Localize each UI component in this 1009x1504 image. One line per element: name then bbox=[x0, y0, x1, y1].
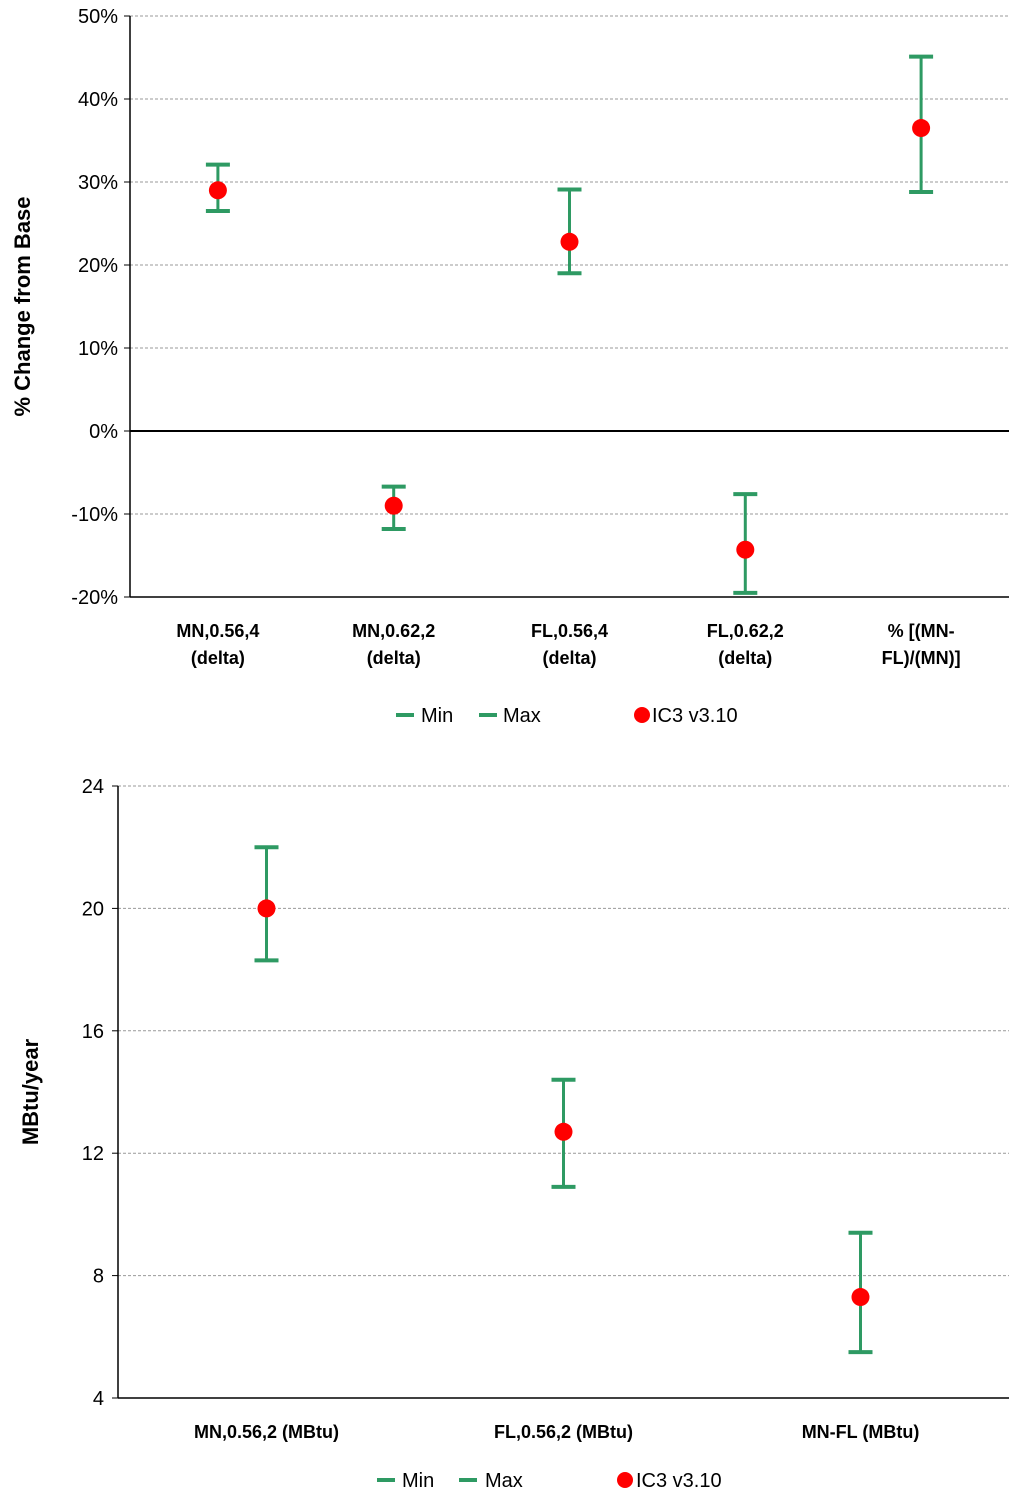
ic3-point bbox=[851, 1288, 870, 1307]
y-tick-label: 30% bbox=[78, 172, 118, 194]
x-category-label: FL,0.62,2 bbox=[707, 621, 784, 641]
chart-1: -20% -10% 0% 10% 20% 30% 40% 50% % Change from B… bbox=[10, 6, 1009, 727]
y-tick-label: 40% bbox=[78, 89, 118, 111]
ic3-point bbox=[736, 540, 755, 559]
legend-min-label: Min bbox=[421, 705, 453, 727]
legend-min-label: Min bbox=[402, 1470, 434, 1492]
ic3-point bbox=[208, 181, 227, 200]
x-category-label: FL,0.56,2 (MBtu) bbox=[494, 1422, 633, 1442]
y-tick-label: 24 bbox=[82, 776, 104, 798]
x-category-label: (delta) bbox=[718, 648, 772, 668]
legend-ic3-swatch bbox=[634, 707, 650, 723]
x-category-label: MN,0.56,4 bbox=[176, 621, 259, 641]
y-tick-label: 16 bbox=[82, 1021, 104, 1043]
x-category-label: FL,0.56,4 bbox=[531, 621, 608, 641]
chart-2: 4 8 12 16 20 24 MBtu/year MN,0.56,2 (MBtu) FL,0.… bbox=[18, 776, 1009, 1492]
ic3-point bbox=[257, 899, 276, 918]
x-category-label: MN-FL (MBtu) bbox=[802, 1422, 920, 1442]
x-category-label: (delta) bbox=[543, 648, 597, 668]
y-tick-label: 0% bbox=[89, 421, 118, 443]
x-category-label: MN,0.62,2 bbox=[352, 621, 435, 641]
legend-ic3-label: IC3 v3.10 bbox=[652, 705, 738, 727]
ic3-point bbox=[912, 119, 931, 138]
y-tick-label: 12 bbox=[82, 1143, 104, 1165]
legend-max-label: Max bbox=[503, 705, 541, 727]
y-tick-label: 8 bbox=[93, 1266, 104, 1288]
x-category-label: FL)/(MN)] bbox=[882, 648, 961, 668]
ic3-point bbox=[384, 496, 403, 515]
y-axis-label: MBtu/year bbox=[18, 1038, 43, 1145]
x-category-label: % [(MN- bbox=[888, 621, 955, 641]
y-tick-label: 20 bbox=[82, 898, 104, 920]
y-tick-label: -20% bbox=[71, 587, 118, 609]
y-tick-label: -10% bbox=[71, 504, 118, 526]
x-category-label: MN,0.56,2 (MBtu) bbox=[194, 1422, 339, 1442]
y-tick-label: 10% bbox=[78, 338, 118, 360]
ic3-point bbox=[560, 232, 579, 251]
x-category-label: (delta) bbox=[367, 648, 421, 668]
x-category-label: (delta) bbox=[191, 648, 245, 668]
y-tick-label: 50% bbox=[78, 6, 118, 28]
y-tick-label: 20% bbox=[78, 255, 118, 277]
legend-ic3-swatch bbox=[617, 1472, 633, 1488]
legend-max-label: Max bbox=[485, 1470, 523, 1492]
y-tick-label: 4 bbox=[93, 1388, 104, 1410]
y-axis-label: % Change from Base bbox=[10, 196, 35, 416]
ic3-point bbox=[554, 1122, 573, 1141]
legend-ic3-label: IC3 v3.10 bbox=[636, 1470, 722, 1492]
